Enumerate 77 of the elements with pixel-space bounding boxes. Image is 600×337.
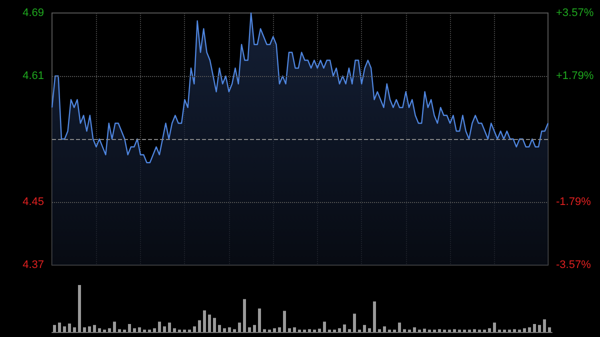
bar bbox=[533, 324, 536, 332]
bar bbox=[138, 327, 141, 332]
bar bbox=[398, 322, 401, 332]
y2-tick-label: +3.57% bbox=[556, 7, 594, 19]
bar bbox=[513, 329, 516, 332]
bar bbox=[263, 329, 266, 332]
bar bbox=[538, 324, 541, 332]
bar bbox=[413, 327, 416, 332]
bar bbox=[378, 329, 381, 332]
bar bbox=[233, 329, 236, 332]
bar bbox=[128, 324, 131, 332]
bar bbox=[318, 328, 321, 332]
bar bbox=[338, 328, 341, 332]
bar bbox=[473, 329, 476, 332]
bar bbox=[158, 322, 161, 332]
bar bbox=[258, 308, 261, 332]
y-tick-label: 4.69 bbox=[22, 7, 44, 19]
bar bbox=[243, 299, 246, 332]
bar bbox=[403, 329, 406, 332]
bar bbox=[548, 327, 551, 332]
y2-tick-label: -1.79% bbox=[556, 196, 592, 208]
bar bbox=[163, 326, 166, 332]
bar bbox=[528, 327, 531, 332]
bar bbox=[133, 328, 136, 332]
bar bbox=[98, 328, 101, 332]
bar bbox=[423, 328, 426, 332]
bar bbox=[383, 326, 386, 332]
bar bbox=[173, 328, 176, 332]
y-tick-label: 4.37 bbox=[22, 259, 44, 271]
bar bbox=[153, 328, 156, 332]
bar bbox=[113, 322, 116, 332]
bar bbox=[213, 318, 216, 332]
bar bbox=[68, 324, 71, 332]
y2-tick-label: -3.57% bbox=[556, 259, 592, 271]
bar bbox=[283, 310, 286, 332]
bar bbox=[293, 327, 296, 332]
bar bbox=[198, 320, 201, 332]
bar bbox=[343, 324, 346, 332]
bar bbox=[73, 327, 76, 332]
bar bbox=[438, 329, 441, 332]
bar bbox=[78, 285, 81, 332]
bar bbox=[278, 327, 281, 332]
bar bbox=[543, 319, 546, 332]
bar bbox=[238, 322, 241, 332]
bar bbox=[203, 310, 206, 332]
bar bbox=[273, 328, 276, 332]
bar bbox=[363, 324, 366, 332]
y-tick-label: 4.61 bbox=[22, 70, 44, 82]
bar bbox=[168, 322, 171, 332]
bar bbox=[208, 314, 211, 332]
bar bbox=[348, 329, 351, 332]
bar bbox=[88, 326, 91, 332]
bar bbox=[493, 322, 496, 332]
bar bbox=[253, 324, 256, 332]
bar bbox=[308, 329, 311, 332]
bar bbox=[218, 324, 221, 332]
bar bbox=[353, 314, 356, 332]
y-tick-label: 4.45 bbox=[22, 196, 44, 208]
bar bbox=[223, 328, 226, 332]
bar bbox=[488, 328, 491, 332]
bar bbox=[323, 322, 326, 332]
bar bbox=[368, 328, 371, 332]
bar bbox=[53, 324, 56, 332]
bar bbox=[523, 328, 526, 332]
bar bbox=[63, 326, 66, 332]
bar bbox=[288, 328, 291, 332]
bar bbox=[108, 328, 111, 332]
bar bbox=[193, 326, 196, 332]
bar bbox=[373, 301, 376, 332]
bar bbox=[83, 327, 86, 332]
bar bbox=[58, 322, 61, 332]
bar bbox=[93, 324, 96, 332]
bar bbox=[228, 327, 231, 332]
bar bbox=[118, 329, 121, 332]
bar bbox=[248, 327, 251, 332]
bar bbox=[453, 329, 456, 332]
y2-tick-label: +1.79% bbox=[556, 70, 594, 82]
